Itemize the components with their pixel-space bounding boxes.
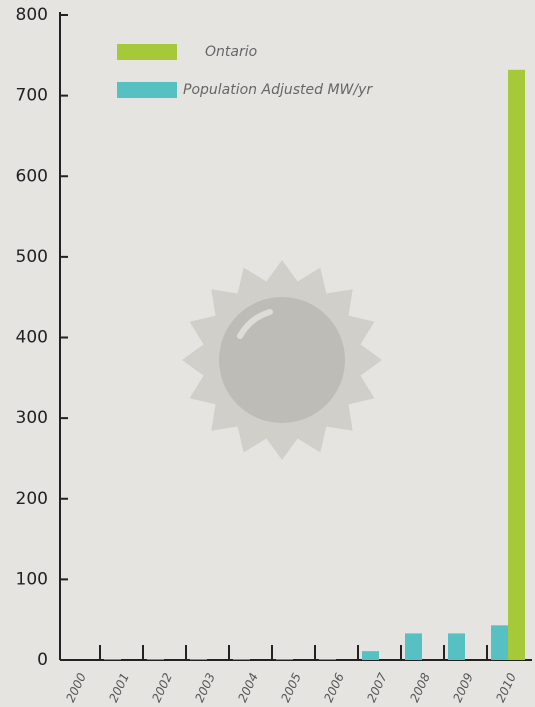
bar xyxy=(491,625,508,660)
x-tick-label: 2010 xyxy=(493,671,519,705)
bar xyxy=(190,659,207,660)
y-tick-label: 700 xyxy=(16,86,48,106)
bar xyxy=(276,659,293,660)
bar xyxy=(233,659,250,660)
x-tick-label: 2007 xyxy=(364,671,390,705)
legend-label: Ontario xyxy=(205,44,257,60)
sun-icon xyxy=(182,260,382,460)
bar xyxy=(147,659,164,660)
x-tick-label: 2003 xyxy=(192,671,218,705)
y-tick-label: 200 xyxy=(16,489,48,509)
y-tick-label: 0 xyxy=(37,650,48,670)
y-tick-label: 300 xyxy=(16,408,48,428)
bar xyxy=(405,633,422,660)
y-tick-label: 400 xyxy=(16,328,48,348)
x-tick-label: 2001 xyxy=(106,671,132,705)
x-tick-label: 2009 xyxy=(450,671,476,705)
y-tick-label: 500 xyxy=(16,247,48,267)
legend-swatch xyxy=(117,44,177,60)
x-tick-label: 2002 xyxy=(149,671,175,705)
bar xyxy=(362,651,379,660)
x-tick-label: 2006 xyxy=(321,671,347,705)
x-tick-label: 2005 xyxy=(278,671,304,705)
y-tick-label: 100 xyxy=(16,569,48,589)
y-tick-label: 600 xyxy=(16,166,48,186)
legend-label: Population Adjusted MW/yr xyxy=(183,82,373,98)
bar xyxy=(448,633,465,660)
x-tick-label: 2008 xyxy=(407,671,433,705)
legend-swatch xyxy=(117,82,177,98)
bar xyxy=(508,69,525,660)
x-tick-label: 2004 xyxy=(235,671,261,705)
bar xyxy=(104,659,121,660)
bar xyxy=(319,659,336,660)
y-tick-label: 800 xyxy=(16,5,48,25)
x-tick-label: 2000 xyxy=(63,671,89,705)
